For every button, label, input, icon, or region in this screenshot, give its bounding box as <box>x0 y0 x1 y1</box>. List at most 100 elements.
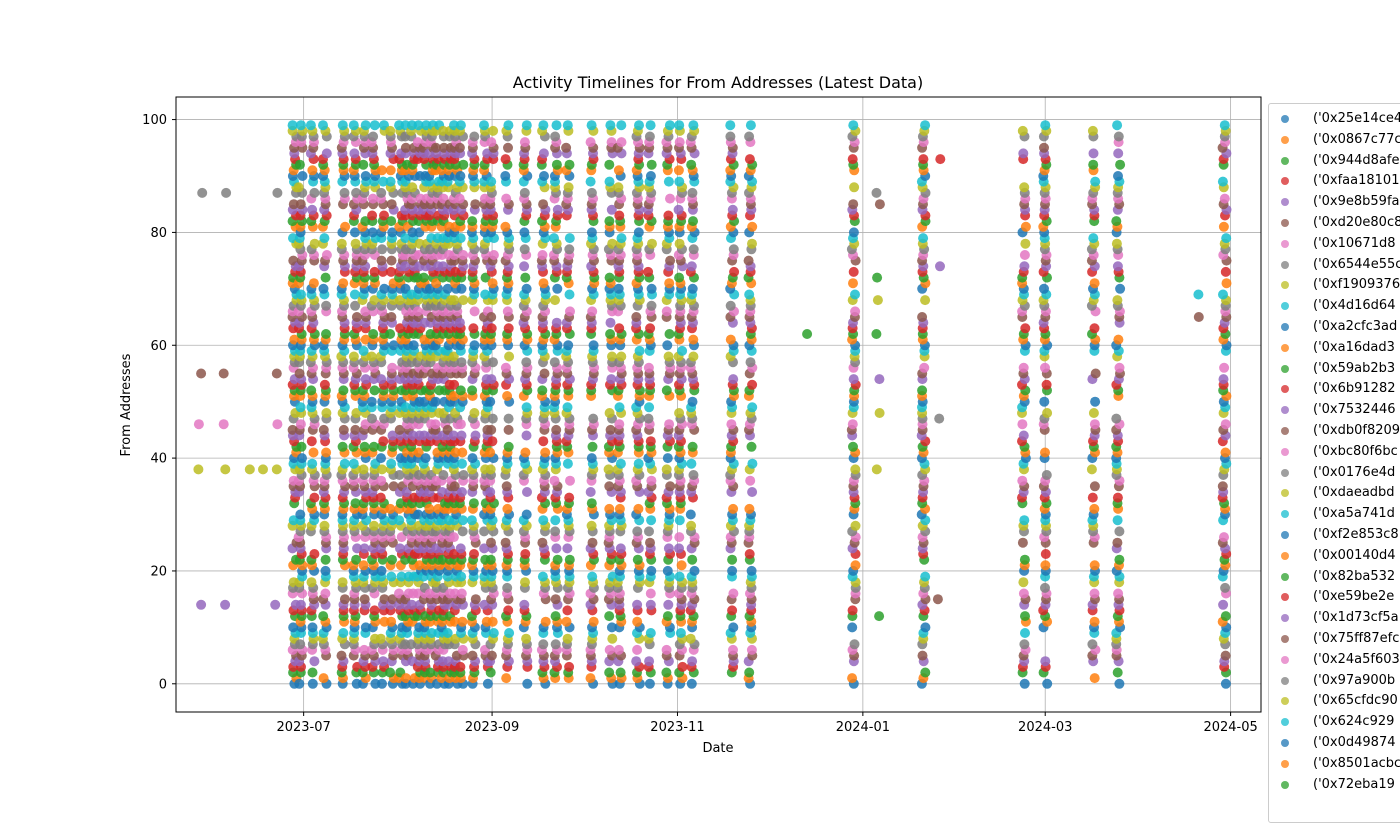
data-point <box>615 458 626 469</box>
data-point <box>287 424 298 435</box>
data-point <box>661 306 672 317</box>
data-point <box>673 165 684 176</box>
data-point <box>747 238 757 249</box>
legend-label: ('0x10671d8 <box>1313 235 1396 251</box>
data-point <box>271 368 282 379</box>
legend-entry: ('0x72eba19 <box>1269 775 1400 795</box>
data-point <box>501 673 512 684</box>
legend-marker <box>1281 697 1289 706</box>
data-point <box>293 182 304 193</box>
data-point <box>1112 492 1123 503</box>
data-point <box>677 661 688 672</box>
data-point <box>728 644 738 655</box>
data-point <box>674 120 685 131</box>
data-point <box>375 633 386 644</box>
legend-label: ('0x944d8afe <box>1313 152 1400 168</box>
data-point <box>847 605 858 616</box>
data-point <box>1089 588 1100 599</box>
data-point <box>1090 396 1101 407</box>
data-point <box>1114 526 1125 537</box>
data-point <box>631 312 642 322</box>
legend-entry: ('0x75ff87efc <box>1269 629 1400 649</box>
data-point <box>521 357 532 368</box>
data-point <box>503 413 514 424</box>
data-point <box>1218 289 1228 300</box>
legend-label: ('0xdb0f8209 <box>1313 423 1400 438</box>
data-point <box>385 329 396 339</box>
data-point <box>1112 537 1123 548</box>
data-point <box>352 543 363 554</box>
data-point <box>1221 233 1232 244</box>
data-point <box>726 419 737 430</box>
data-point <box>385 667 396 678</box>
legend-entry: ('0x82ba532 <box>1269 567 1400 587</box>
legend-label: ('0x75ff87efc <box>1313 631 1400 646</box>
legend-entry: ('0xa5a741d <box>1269 504 1400 524</box>
data-point <box>614 419 625 430</box>
data-point <box>1089 323 1100 334</box>
legend-marker <box>1281 718 1289 727</box>
legend-entry: ('0x944d8afe <box>1269 151 1400 171</box>
data-point <box>395 323 406 334</box>
data-point <box>454 193 465 204</box>
data-point <box>920 295 931 306</box>
data-point <box>664 419 675 430</box>
data-point <box>676 560 687 571</box>
data-point <box>1018 148 1029 159</box>
data-point <box>521 283 532 294</box>
y-tick-label: 60 <box>150 339 167 354</box>
data-point <box>1020 221 1031 232</box>
data-point <box>1040 120 1051 131</box>
data-point <box>457 458 467 469</box>
data-point <box>319 520 330 531</box>
data-point <box>662 565 673 576</box>
data-point <box>378 176 389 187</box>
data-point <box>359 543 370 554</box>
legend-marker <box>1281 135 1289 144</box>
legend-entry: ('0x65cfdc90 <box>1269 691 1400 711</box>
data-point <box>503 120 514 131</box>
legend-marker <box>1281 385 1289 394</box>
data-point <box>294 678 305 689</box>
x-axis-label: Date <box>702 741 733 756</box>
data-point <box>588 616 599 627</box>
legend-entry: ('0x24a5f603 <box>1269 650 1400 670</box>
data-point <box>1039 142 1049 153</box>
data-point <box>645 537 655 548</box>
legend-label: ('0xa5a741d <box>1313 506 1395 522</box>
data-point <box>449 549 459 559</box>
data-point <box>449 295 460 306</box>
data-point <box>418 272 429 283</box>
data-point <box>1111 413 1122 424</box>
data-point <box>848 278 858 289</box>
data-point <box>321 447 332 458</box>
data-point <box>871 464 882 475</box>
data-point <box>487 616 498 627</box>
data-point <box>339 187 350 198</box>
data-point <box>486 312 497 322</box>
data-point <box>540 447 551 458</box>
data-point <box>378 436 389 447</box>
data-point <box>919 362 930 373</box>
data-point <box>500 537 511 548</box>
data-point <box>1221 278 1232 289</box>
data-point <box>586 227 597 238</box>
data-point <box>1112 295 1123 306</box>
legend-marker <box>1281 198 1289 207</box>
data-point <box>646 475 657 486</box>
data-point <box>375 492 386 503</box>
data-point <box>1017 537 1028 548</box>
y-tick-label: 80 <box>150 226 167 241</box>
data-point <box>674 543 684 554</box>
data-point <box>688 351 699 362</box>
data-point <box>661 644 672 655</box>
data-point <box>318 120 328 131</box>
data-point <box>615 543 626 554</box>
legend-marker <box>1281 427 1289 435</box>
data-point <box>850 520 861 531</box>
data-point <box>386 255 397 266</box>
data-point <box>220 464 231 475</box>
data-point <box>550 611 561 622</box>
data-point <box>585 137 596 148</box>
data-point <box>604 408 615 418</box>
